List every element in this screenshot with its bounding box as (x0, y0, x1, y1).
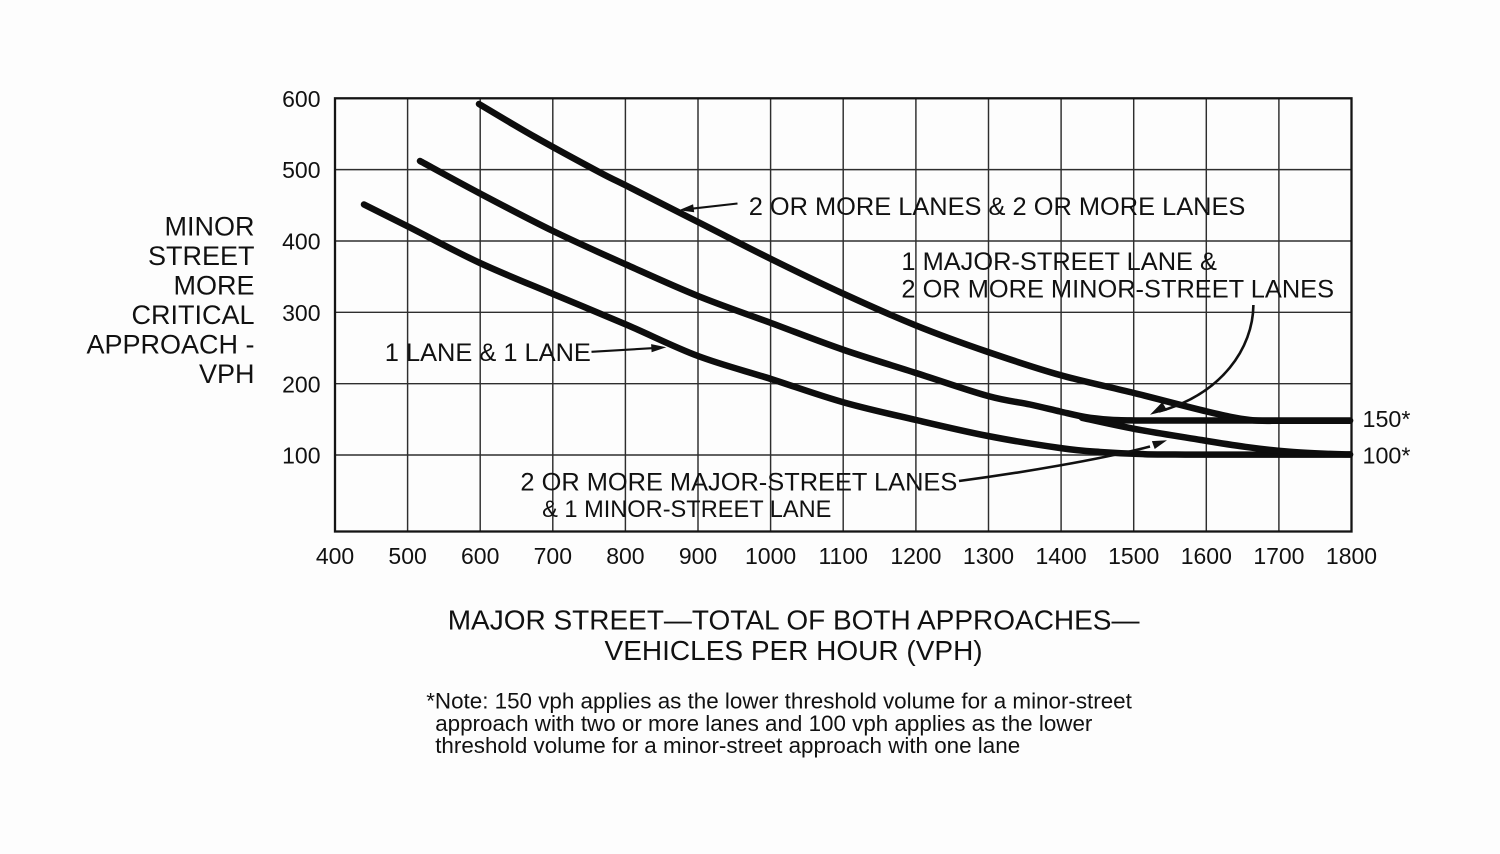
svg-text:threshold volume for a minor-s: threshold volume for a minor-street appr… (435, 733, 1020, 758)
svg-text:400: 400 (282, 229, 320, 255)
svg-text:1 MAJOR-STREET LANE &: 1 MAJOR-STREET LANE & (901, 248, 1217, 276)
svg-text:1600: 1600 (1181, 543, 1232, 569)
svg-text:2 OR MORE MINOR-STREET LANES: 2 OR MORE MINOR-STREET LANES (901, 276, 1334, 304)
svg-text:1500: 1500 (1108, 543, 1159, 569)
svg-text:200: 200 (282, 371, 320, 397)
svg-text:400: 400 (316, 543, 354, 569)
svg-text:CRITICAL: CRITICAL (131, 300, 254, 330)
svg-text:1700: 1700 (1253, 543, 1304, 569)
svg-text:600: 600 (461, 543, 499, 569)
svg-text:VPH: VPH (199, 359, 255, 389)
svg-text:MORE: MORE (174, 271, 255, 301)
svg-text:VEHICLES PER HOUR (VPH): VEHICLES PER HOUR (VPH) (605, 635, 983, 666)
svg-text:100*: 100* (1363, 442, 1411, 468)
svg-text:MAJOR STREET—TOTAL OF BOTH APP: MAJOR STREET—TOTAL OF BOTH APPROACHES— (448, 604, 1140, 635)
svg-text:& 1 MINOR-STREET LANE: & 1 MINOR-STREET LANE (542, 497, 831, 523)
svg-text:1400: 1400 (1036, 543, 1087, 569)
svg-text:1 LANE & 1 LANE: 1 LANE & 1 LANE (385, 339, 591, 367)
svg-text:approach with two or more lane: approach with two or more lanes and 100 … (435, 711, 1093, 736)
svg-text:500: 500 (282, 157, 320, 183)
svg-text:1300: 1300 (963, 543, 1014, 569)
svg-text:1100: 1100 (818, 543, 867, 569)
svg-text:1000: 1000 (745, 543, 796, 569)
svg-text:2 OR MORE MAJOR-STREET LANES: 2 OR MORE MAJOR-STREET LANES (520, 468, 957, 496)
svg-text:100: 100 (282, 443, 320, 469)
svg-text:1800: 1800 (1326, 543, 1377, 569)
svg-text:500: 500 (388, 543, 426, 569)
svg-text:MINOR: MINOR (165, 212, 255, 242)
svg-text:700: 700 (534, 543, 572, 569)
svg-text:900: 900 (679, 543, 717, 569)
svg-text:600: 600 (282, 86, 320, 112)
svg-text:*Note: 150 vph applies as the: *Note: 150 vph applies as the lower thre… (426, 689, 1132, 714)
svg-text:800: 800 (606, 543, 644, 569)
svg-text:STREET: STREET (148, 241, 255, 271)
svg-text:2 OR MORE LANES & 2 OR MORE LA: 2 OR MORE LANES & 2 OR MORE LANES (749, 193, 1246, 221)
svg-text:APPROACH -: APPROACH - (86, 330, 254, 360)
svg-text:300: 300 (282, 300, 320, 326)
svg-text:150*: 150* (1363, 406, 1411, 432)
svg-text:1200: 1200 (890, 543, 941, 569)
